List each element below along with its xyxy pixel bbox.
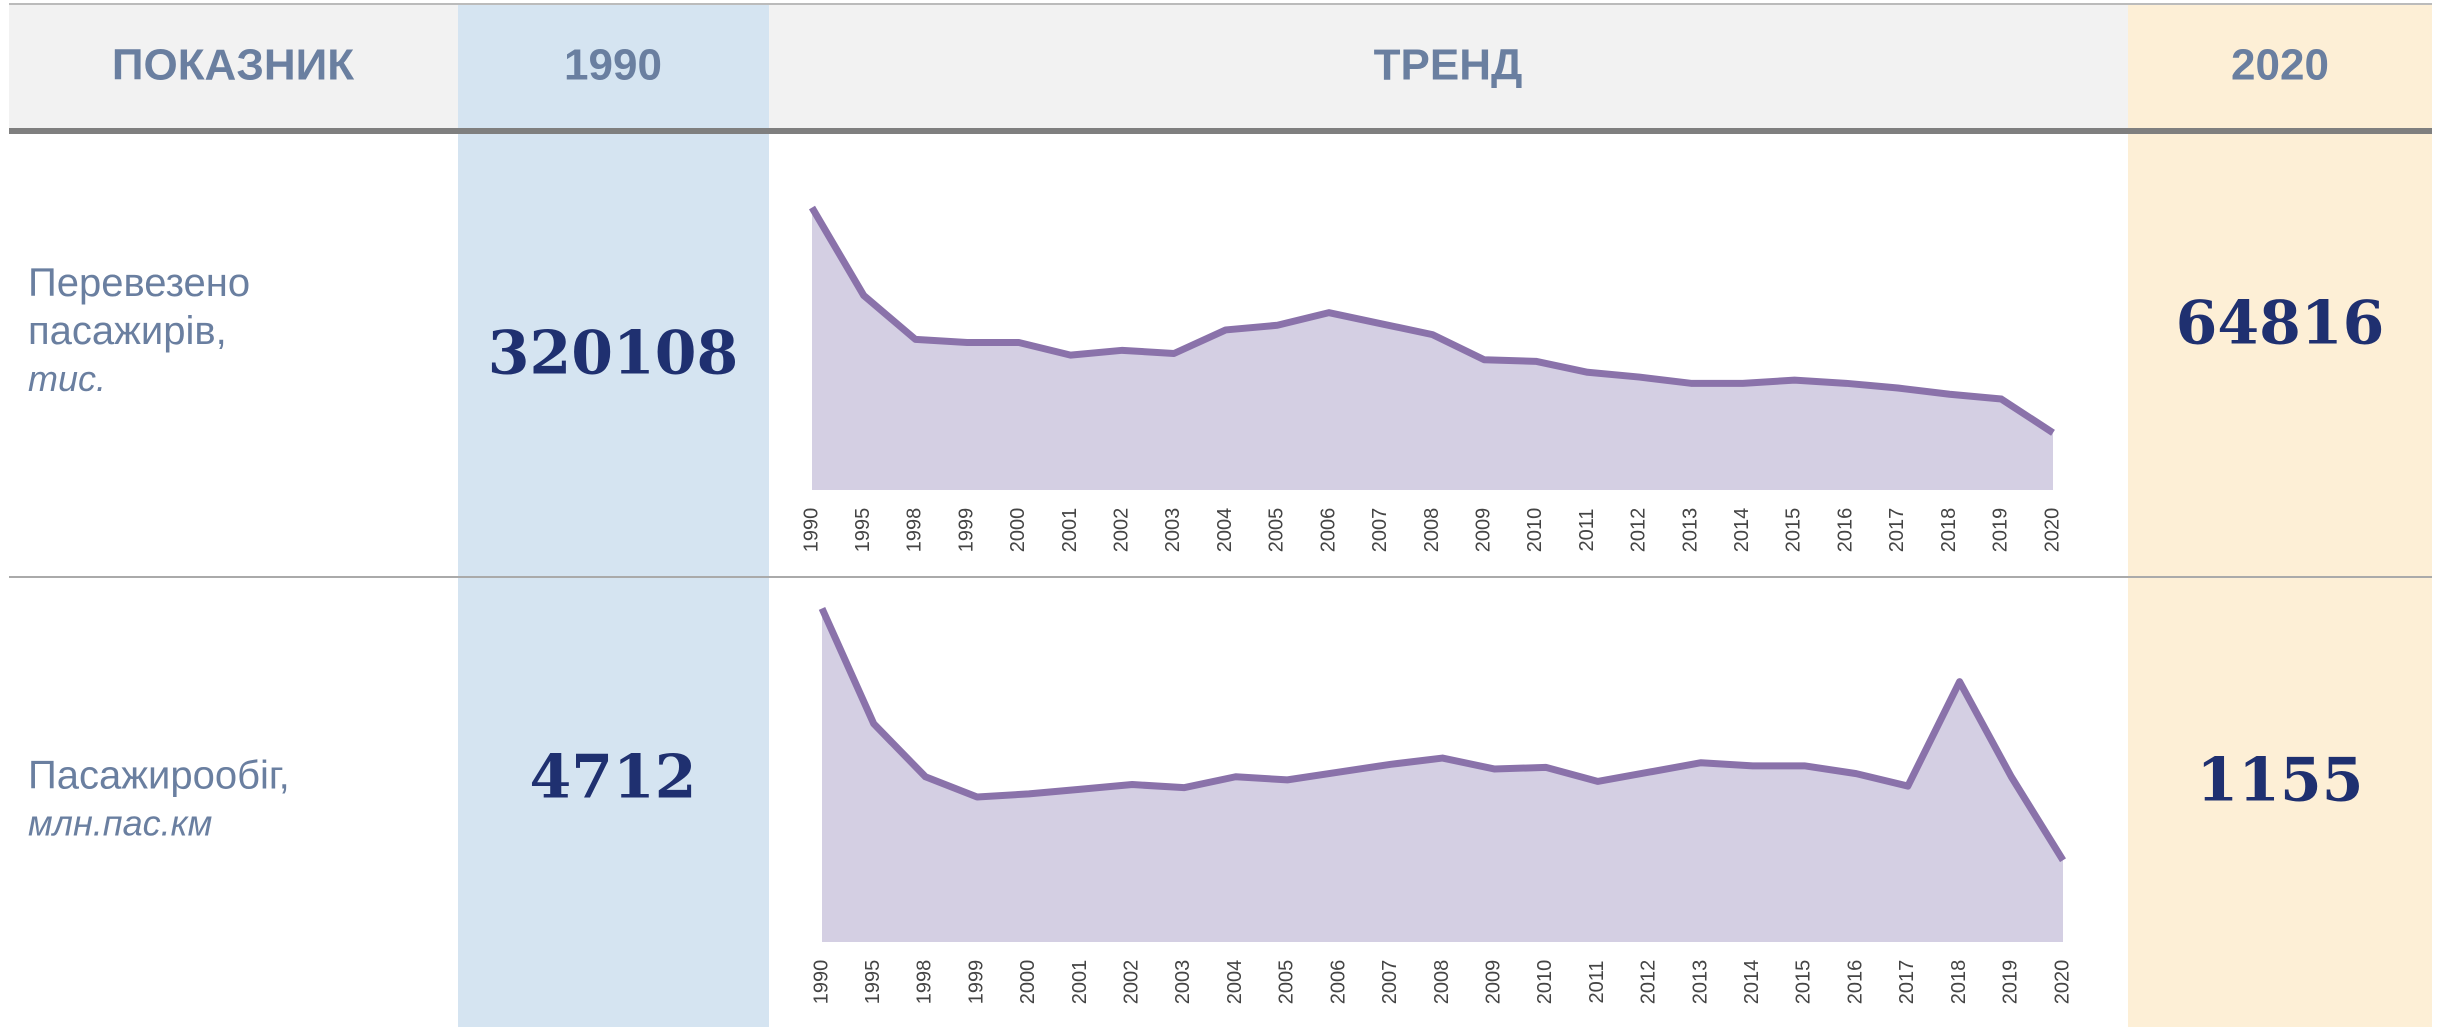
year-label: 2010 — [1534, 960, 1556, 1005]
year-label: 1999 — [965, 960, 987, 1005]
year-label: 2015 — [1783, 508, 1805, 553]
header-cell: ТРЕНД — [1374, 41, 1523, 90]
year-label: 2000 — [1007, 508, 1029, 553]
year-label: 2016 — [1844, 960, 1866, 1005]
year-label: 2008 — [1431, 960, 1453, 1005]
year-label: 2014 — [1741, 960, 1763, 1005]
year-label: 2006 — [1317, 508, 1339, 553]
year-label: 2007 — [1369, 508, 1391, 553]
year-label: 2000 — [1017, 960, 1039, 1005]
year-label: 2012 — [1638, 960, 1660, 1005]
col-2020-bg — [2128, 5, 2432, 1027]
year-label: 2003 — [1162, 508, 1184, 553]
year-label: 1995 — [862, 960, 884, 1005]
row-label: Перевезено — [28, 261, 250, 305]
year-label: 2003 — [1172, 960, 1194, 1005]
value-2020: 64816 — [2176, 289, 2385, 359]
year-label: 2005 — [1266, 508, 1288, 553]
year-label: 2017 — [1896, 960, 1918, 1005]
trend-line — [818, 606, 2066, 863]
year-label: 1998 — [904, 508, 926, 553]
year-label: 2017 — [1886, 508, 1908, 553]
trend-area — [812, 207, 2053, 490]
year-label: 2009 — [1472, 508, 1494, 553]
header-bg — [9, 5, 458, 128]
year-label: 2005 — [1276, 960, 1298, 1005]
year-label: 2020 — [2041, 508, 2063, 553]
year-label: 1995 — [852, 508, 874, 553]
row-unit: тис. — [28, 358, 106, 399]
year-label: 2004 — [1224, 960, 1246, 1005]
year-label: 2007 — [1379, 960, 1401, 1005]
header-cell: 2020 — [2231, 41, 2329, 90]
year-label: 1999 — [955, 508, 977, 553]
year-label: 2011 — [1586, 960, 1608, 1003]
row-label: пасажирів, — [28, 309, 227, 353]
year-label: 1990 — [800, 508, 822, 553]
row-label: Пасажирообіг, — [28, 754, 290, 798]
year-label: 2016 — [1834, 508, 1856, 553]
header-cell: ПОКАЗНИК — [112, 41, 354, 90]
year-label: 2020 — [2051, 960, 2073, 1005]
year-label: 2014 — [1731, 508, 1753, 553]
year-label: 2010 — [1524, 508, 1546, 553]
trend-area — [822, 608, 2063, 942]
year-label: 2018 — [1948, 960, 1970, 1005]
year-label: 2006 — [1327, 960, 1349, 1005]
year-label: 2011 — [1576, 508, 1598, 551]
year-label: 2009 — [1482, 960, 1504, 1005]
value-1990: 320108 — [488, 319, 739, 389]
year-label: 2008 — [1421, 508, 1443, 553]
row-unit: млн.пас.км — [28, 803, 212, 844]
header-border — [9, 128, 2432, 134]
year-label: 2002 — [1111, 508, 1133, 553]
year-label: 2001 — [1069, 960, 1091, 1005]
header-cell: 1990 — [564, 41, 662, 90]
year-label: 2013 — [1679, 508, 1701, 553]
year-label: 1990 — [810, 960, 832, 1005]
year-label: 2012 — [1628, 508, 1650, 553]
value-1990: 4712 — [530, 743, 697, 813]
year-label: 2018 — [1938, 508, 1960, 553]
year-label: 2002 — [1121, 960, 1143, 1005]
col-1990-bg — [458, 5, 769, 1027]
header-bg — [769, 5, 2128, 128]
trend-line — [808, 205, 2055, 436]
year-label: 2013 — [1689, 960, 1711, 1005]
year-label: 2015 — [1793, 960, 1815, 1005]
year-label: 2019 — [1990, 508, 2012, 553]
year-label: 2001 — [1059, 508, 1081, 553]
year-label: 2004 — [1214, 508, 1236, 553]
value-2020: 1155 — [2197, 746, 2364, 816]
year-label: 2019 — [2000, 960, 2022, 1005]
year-label: 1998 — [914, 960, 936, 1005]
